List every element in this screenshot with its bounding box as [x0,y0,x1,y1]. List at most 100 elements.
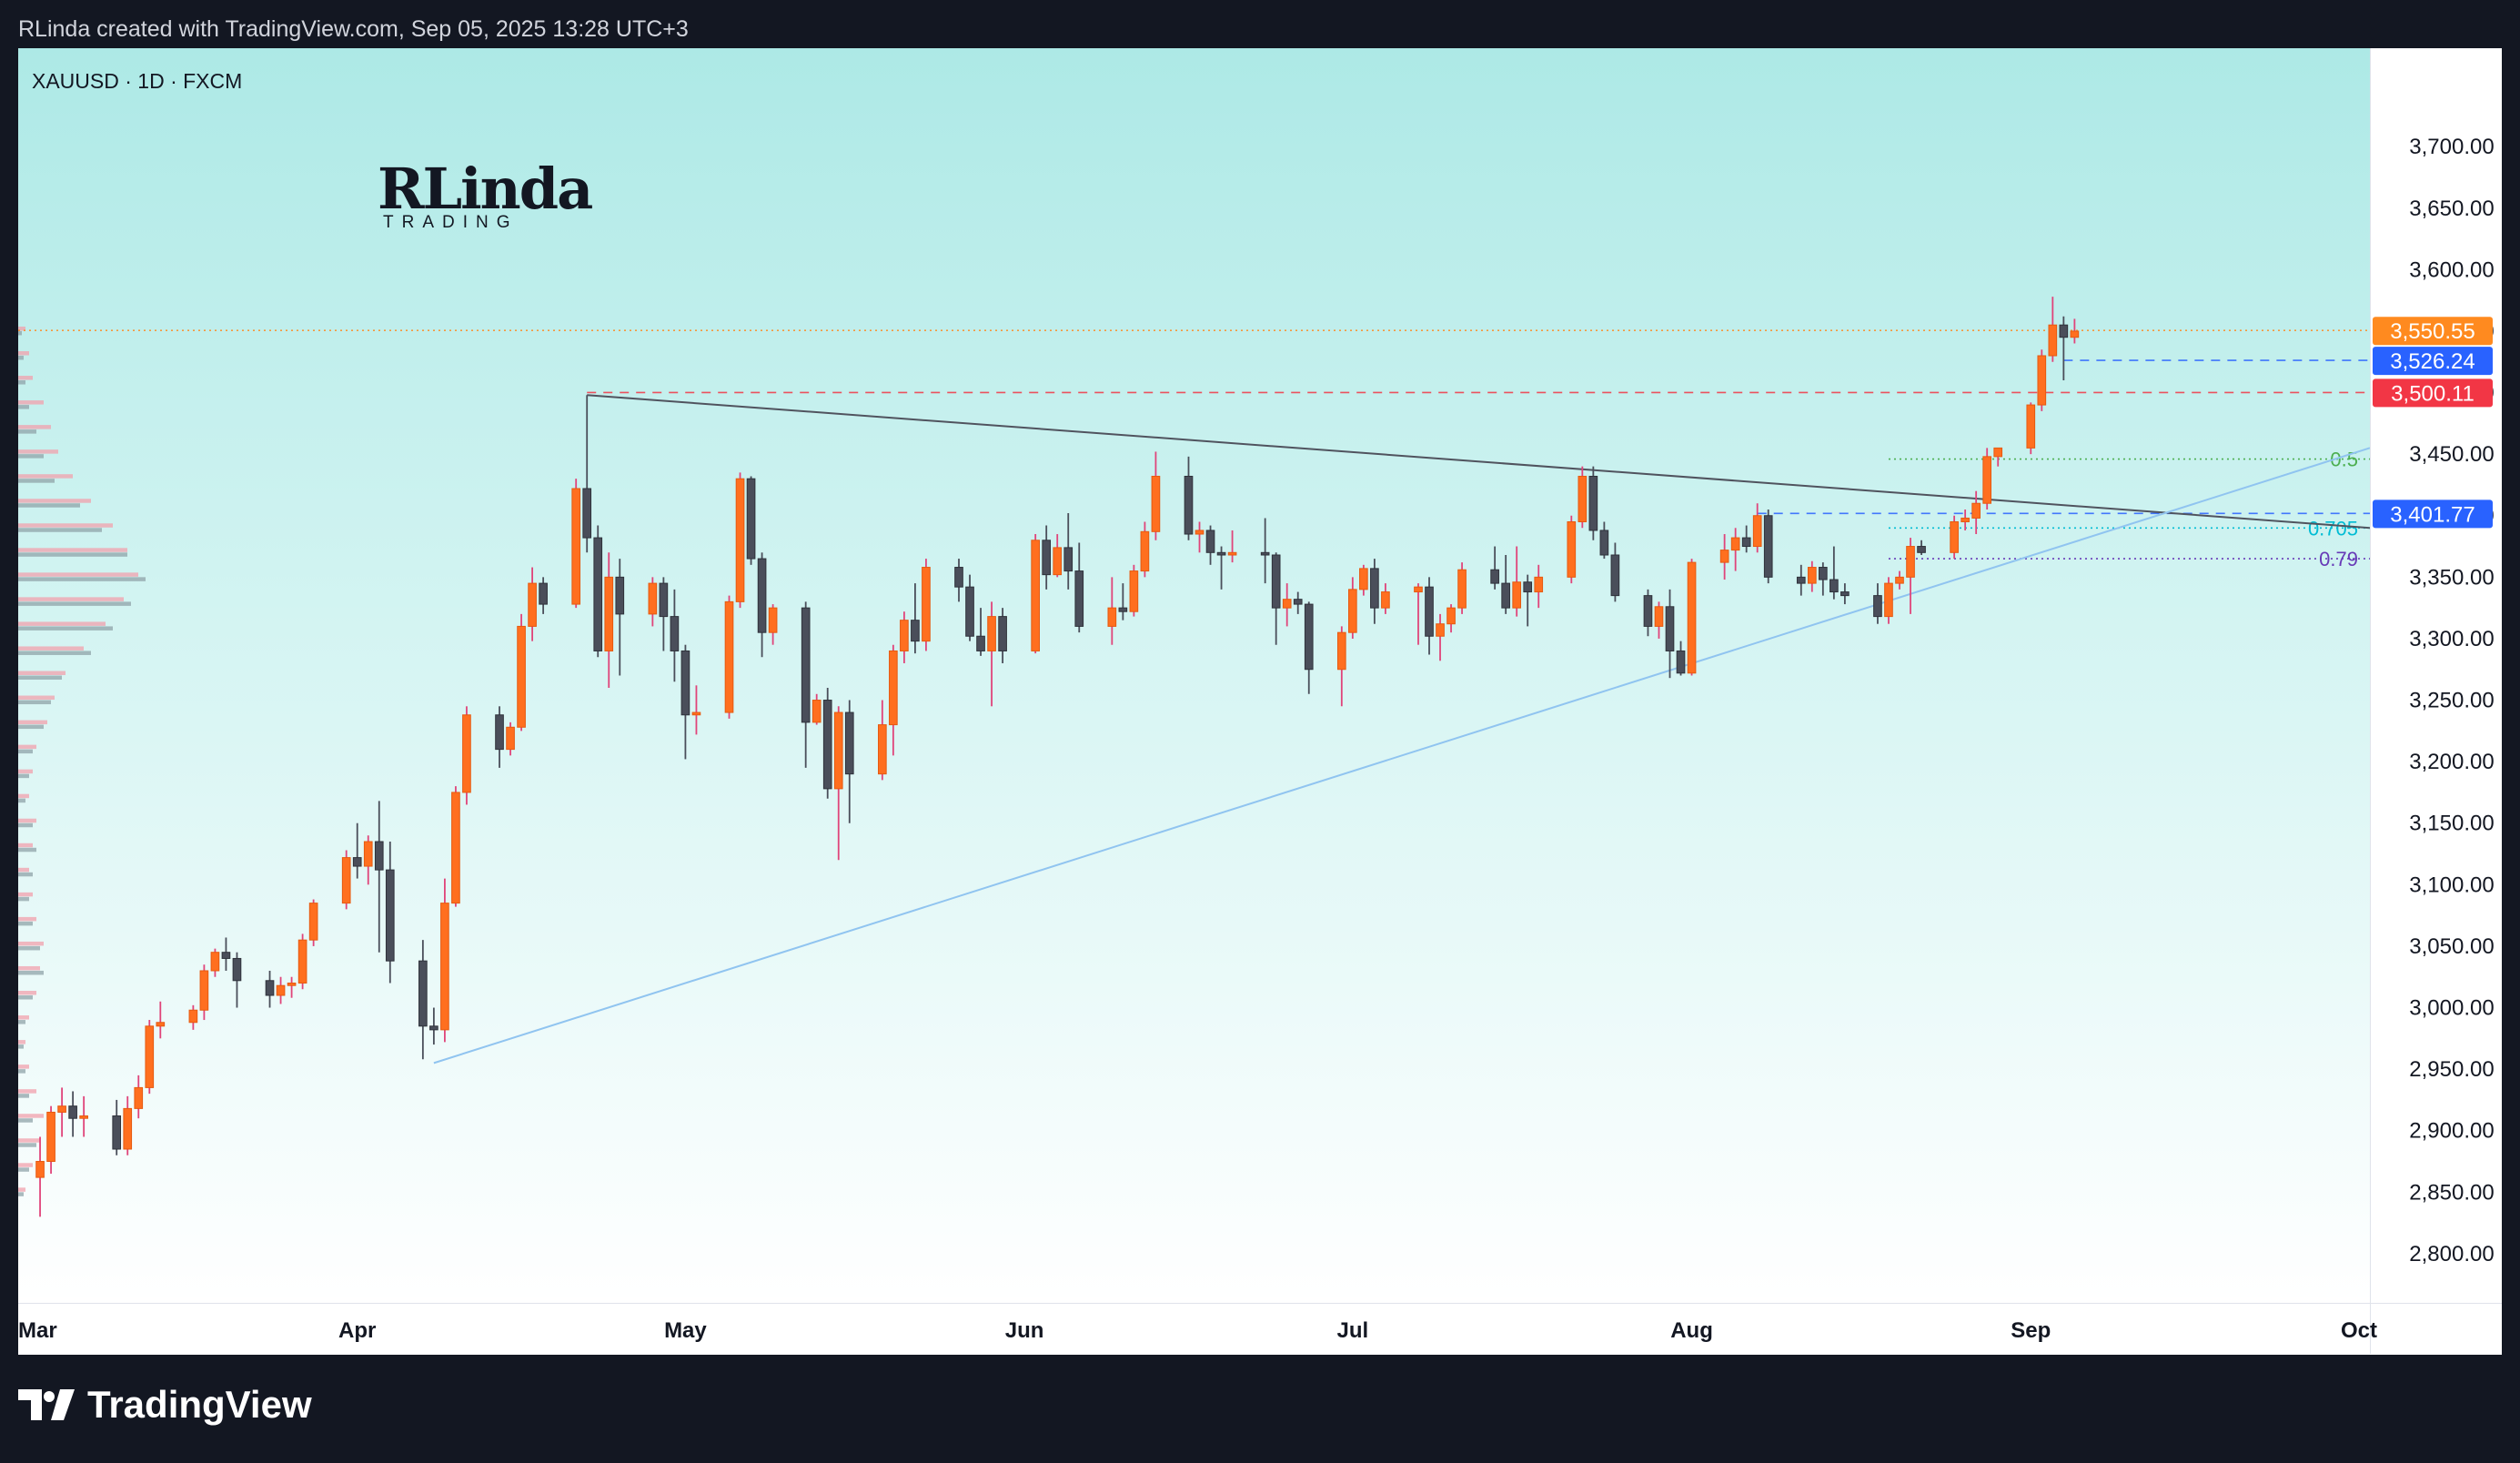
volume-profile-up-bar [18,916,36,922]
candle-down [385,869,395,962]
candle-up [1807,567,1817,584]
candle-up [123,1107,133,1150]
candle-up [440,903,449,1031]
candle-down [1490,569,1499,584]
candle-up [1961,517,1970,523]
volume-profile-down-bar [18,749,33,754]
volume-profile-up-bar [18,769,33,774]
volume-profile-down-bar [18,945,40,951]
price-tick-label: 3,200.00 [2409,750,2494,774]
volume-profile-up-bar [18,1015,29,1020]
volume-profile-up-bar [18,499,91,503]
trendline [433,447,2370,1064]
candle-up [1993,447,2003,458]
candle-up [1336,631,1346,671]
candle-down [1830,579,1839,593]
candle-up [648,582,658,615]
volume-profile-down-bar [18,995,33,1000]
time-tick-label: Mar [18,1318,57,1343]
tradingview-footer[interactable]: TradingView [18,1383,312,1427]
candle-down [539,582,548,605]
price-tag-box [2373,317,2493,346]
candle-down [1304,603,1314,671]
volume-profile-up-bar [18,892,33,897]
price-tick-label: 3,000.00 [2409,996,2494,1021]
candle-down [680,650,690,716]
volume-profile-down-bar [18,405,29,409]
price-tick-label: 3,300.00 [2409,627,2494,651]
candle-down [1063,547,1074,572]
candle-down [1501,582,1510,609]
volume-profile-down-bar [18,675,62,680]
candle-down [1184,475,1194,535]
volume-profile-up-bar [18,1089,36,1094]
candle-down [1042,540,1052,576]
volume-profile-up-bar [18,941,44,946]
candle-down [1370,568,1379,609]
candle-up [1031,540,1040,651]
symbol-label[interactable]: XAUUSD · 1D · FXCM [32,69,243,93]
volume-profile-up-bar [18,572,138,577]
volume-profile-up-bar [18,597,124,601]
candle-up [1194,530,1205,535]
candle-up [2070,330,2080,338]
volume-profile-up-bar [18,1138,40,1143]
price-tag-box [2373,378,2493,408]
volume-profile-down-bar [18,1192,24,1196]
candle-up [57,1105,66,1113]
candle-down [1293,599,1303,605]
candle-down [1676,650,1686,674]
volume-profile-up-bar [18,744,36,750]
candle-down [757,558,767,633]
candle-up [35,1161,45,1178]
candle-up [1414,586,1423,593]
candle-up [833,711,843,790]
candle-down [1610,554,1620,597]
price-axis[interactable] [2370,48,2502,1303]
volume-profile-up-bar [18,1114,44,1118]
volume-profile-down-bar [18,330,22,336]
volume-profile-down-bar [18,355,24,360]
volume-profile-down-bar [18,724,44,730]
candle-up [341,857,351,904]
volume-profile-down-bar [18,503,80,508]
candle-down [429,1025,438,1031]
tradingview-logo-icon [18,1389,75,1420]
time-tick-label: Sep [2011,1318,2051,1343]
volume-profile-up-bar [18,867,29,873]
candle-up [1446,607,1456,625]
volume-profile-down-bar [18,1143,36,1147]
volume-profile-down-bar [18,921,33,926]
candle-up [1719,550,1729,563]
candle-down [582,488,592,539]
time-axis[interactable] [18,1303,2502,1355]
candle-down [911,620,920,642]
volume-profile-down-bar [18,1069,25,1074]
candle-up [1512,581,1522,609]
price-tick-label: 3,450.00 [2409,442,2494,467]
candle-down [593,537,603,651]
volume-profile-down-bar [18,552,127,557]
candle-up [724,600,734,713]
volume-profile-up-bar [18,1163,33,1167]
candle-up [1129,570,1139,612]
price-tag-box [2373,499,2493,529]
candle-up [506,726,515,751]
candle-up [145,1025,155,1088]
volume-profile-up-bar [18,646,84,651]
candle-down [1741,537,1751,548]
volume-profile-down-bar [18,700,51,705]
volume-profile-up-bar [18,671,66,675]
volume-profile-up-bar [18,818,36,823]
price-tick-label: 3,350.00 [2409,565,2494,590]
time-tick-label: May [664,1318,707,1343]
candle-up [79,1115,88,1119]
candle-up [2037,355,2047,406]
price-tag-label: 3,500.11 [2391,381,2475,406]
price-tag-label: 3,401.77 [2390,502,2475,527]
volume-profile-down-bar [18,1044,24,1049]
candle-down [1840,591,1850,597]
candle-down [1599,530,1609,556]
volume-profile-up-bar [18,842,33,848]
chart-pane[interactable] [18,48,2370,1303]
